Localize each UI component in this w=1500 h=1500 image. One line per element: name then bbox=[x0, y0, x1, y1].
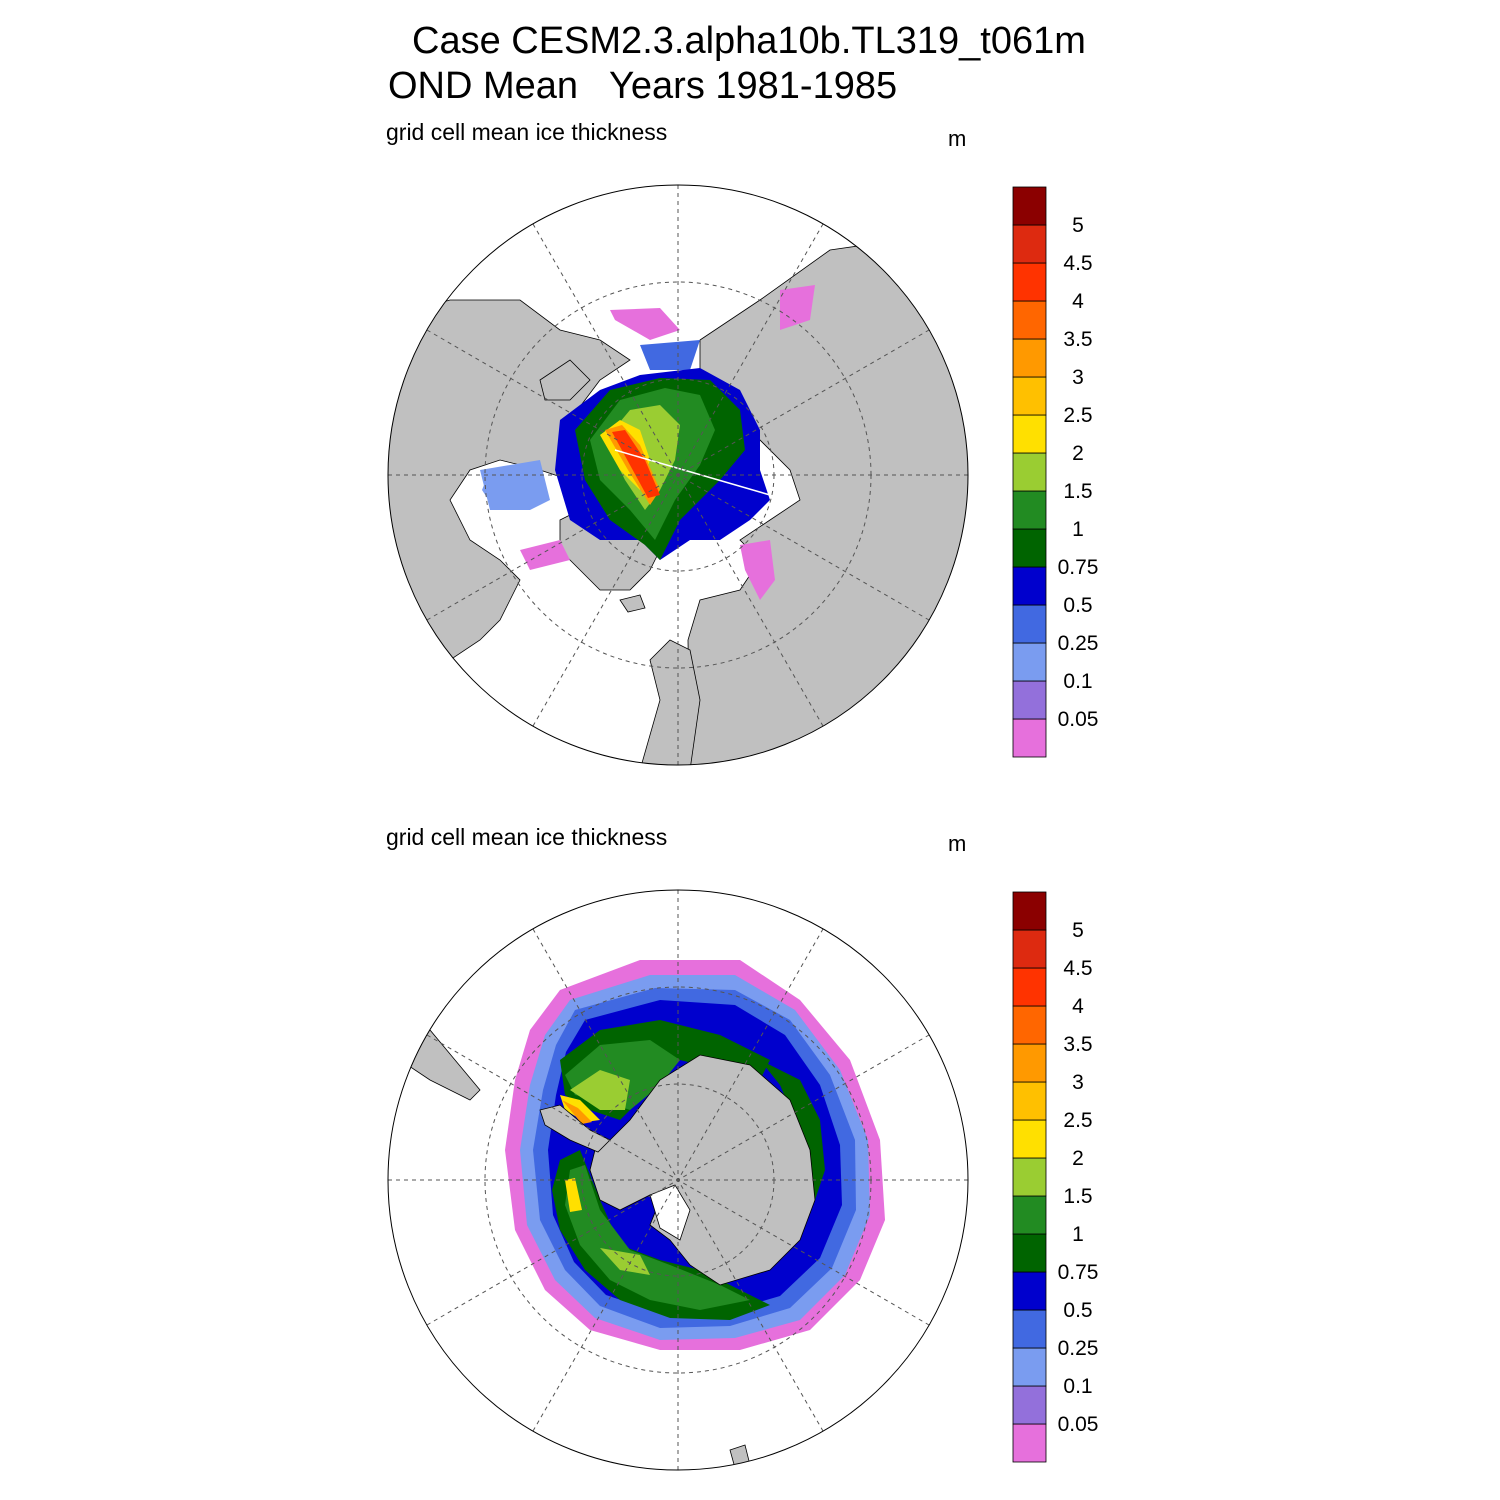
panel2-units: m bbox=[948, 831, 967, 856]
colorbar-antarctic-bin-14 bbox=[1012, 891, 1047, 931]
colorbar-arctic-tick-label: 1.5 bbox=[1063, 480, 1092, 503]
colorbar-arctic-tick-label: 0.5 bbox=[1063, 594, 1092, 617]
figure-title-line2: OND Mean Years 1981-1985 bbox=[388, 65, 898, 107]
colorbar-arctic-tick-label: 3 bbox=[1072, 366, 1084, 389]
colorbar-arctic-bin-10 bbox=[1012, 338, 1047, 378]
colorbar-arctic-bin-11 bbox=[1012, 300, 1047, 340]
colorbar-antarctic-tick-label: 3.5 bbox=[1063, 1033, 1092, 1056]
antarctic-gridlines bbox=[388, 890, 968, 1470]
arctic-land bbox=[388, 239, 968, 765]
colorbar-antarctic-tick-label: 4 bbox=[1072, 995, 1084, 1018]
colorbar-arctic-bin-4 bbox=[1012, 566, 1047, 606]
arctic-map bbox=[387, 184, 969, 766]
colorbar-antarctic-tick-label: 2.5 bbox=[1063, 1109, 1092, 1132]
colorbar-arctic-tick-label: 0.1 bbox=[1063, 670, 1092, 693]
colorbar-arctic-tick-label: 0.25 bbox=[1058, 632, 1099, 655]
colorbar-arctic-bin-8 bbox=[1012, 414, 1047, 454]
arctic-gridlines bbox=[388, 185, 968, 765]
colorbar-antarctic-bin-5 bbox=[1012, 1233, 1047, 1273]
colorbar-arctic-bin-3 bbox=[1012, 604, 1047, 644]
colorbar-antarctic-tick-label: 0.05 bbox=[1058, 1413, 1099, 1436]
colorbar-arctic-tick-label: 2 bbox=[1072, 442, 1084, 465]
colorbar-antarctic-tick-label: 4.5 bbox=[1063, 957, 1092, 980]
colorbar-arctic: 0.05 0.1 0.25 0.5 0.75 1 1.5 2 2.5 3 3.5 4 4.5 5 bbox=[1012, 186, 1099, 758]
colorbar-antarctic-bin-7 bbox=[1012, 1157, 1047, 1197]
panel1-left-label: grid cell mean ice thickness bbox=[386, 119, 668, 145]
colorbar-antarctic-bin-11 bbox=[1012, 1005, 1047, 1045]
colorbar-antarctic-tick-label: 3 bbox=[1072, 1071, 1084, 1094]
colorbar-antarctic-bin-6 bbox=[1012, 1195, 1047, 1235]
colorbar-arctic-bin-0 bbox=[1012, 718, 1047, 758]
colorbar-arctic-bin-7 bbox=[1012, 452, 1047, 492]
colorbar-antarctic-bin-12 bbox=[1012, 967, 1047, 1007]
colorbar-arctic-tick-label: 0.05 bbox=[1058, 708, 1099, 731]
colorbar-antarctic-tick-label: 1.5 bbox=[1063, 1185, 1092, 1208]
colorbar-antarctic-bin-3 bbox=[1012, 1309, 1047, 1349]
colorbar-antarctic-bin-10 bbox=[1012, 1043, 1047, 1083]
colorbar-antarctic-bin-0 bbox=[1012, 1423, 1047, 1463]
colorbar-arctic-bin-13 bbox=[1012, 224, 1047, 264]
colorbar-antarctic-tick-label: 2 bbox=[1072, 1147, 1084, 1170]
colorbar-antarctic-bin-4 bbox=[1012, 1271, 1047, 1311]
antarctic-map-border bbox=[387, 889, 969, 1471]
colorbar-arctic-bin-6 bbox=[1012, 490, 1047, 530]
colorbar-arctic-tick-label: 1 bbox=[1072, 518, 1084, 541]
colorbar-arctic-bin-14 bbox=[1012, 186, 1047, 226]
colorbar-antarctic-tick-label: 0.25 bbox=[1058, 1337, 1099, 1360]
antarctic-land bbox=[388, 1009, 816, 1469]
colorbar-arctic-tick-label: 3.5 bbox=[1063, 328, 1092, 351]
colorbar-arctic-tick-label: 4 bbox=[1072, 290, 1084, 313]
colorbar-antarctic-bin-1 bbox=[1012, 1385, 1047, 1425]
colorbar-arctic-tick-label: 5 bbox=[1072, 214, 1084, 237]
colorbar-antarctic-tick-label: 1 bbox=[1072, 1223, 1084, 1246]
colorbar-arctic-bin-2 bbox=[1012, 642, 1047, 682]
colorbar-antarctic-tick-label: 5 bbox=[1072, 919, 1084, 942]
colorbar-antarctic-tick-label: 0.75 bbox=[1058, 1261, 1099, 1284]
colorbar-arctic-tick-label: 2.5 bbox=[1063, 404, 1092, 427]
antarctic-map bbox=[387, 889, 969, 1471]
colorbar-antarctic-bin-9 bbox=[1012, 1081, 1047, 1121]
colorbar-arctic-bin-5 bbox=[1012, 528, 1047, 568]
colorbar-arctic-bin-12 bbox=[1012, 262, 1047, 302]
colorbar-arctic-tick-label: 0.75 bbox=[1058, 556, 1099, 579]
colorbar-antarctic-bin-13 bbox=[1012, 929, 1047, 969]
arctic-sea-ice bbox=[480, 285, 815, 600]
colorbar-antarctic-tick-label: 0.1 bbox=[1063, 1375, 1092, 1398]
colorbar-arctic-bin-1 bbox=[1012, 680, 1047, 720]
figure-title-line1: Case CESM2.3.alpha10b.TL319_t061m bbox=[412, 20, 1086, 62]
panel2-left-label: grid cell mean ice thickness bbox=[386, 824, 668, 850]
colorbar-arctic-tick-label: 4.5 bbox=[1063, 252, 1092, 275]
panel1-units: m bbox=[948, 126, 967, 151]
colorbar-antarctic-tick-label: 0.5 bbox=[1063, 1299, 1092, 1322]
colorbar-antarctic: 0.05 0.1 0.25 0.5 0.75 1 1.5 2 2.5 3 3.5 4 4.5 5 bbox=[1012, 891, 1099, 1463]
colorbar-antarctic-bin-2 bbox=[1012, 1347, 1047, 1387]
colorbar-arctic-bin-9 bbox=[1012, 376, 1047, 416]
arctic-map-border bbox=[387, 184, 969, 766]
colorbar-antarctic-bin-8 bbox=[1012, 1119, 1047, 1159]
